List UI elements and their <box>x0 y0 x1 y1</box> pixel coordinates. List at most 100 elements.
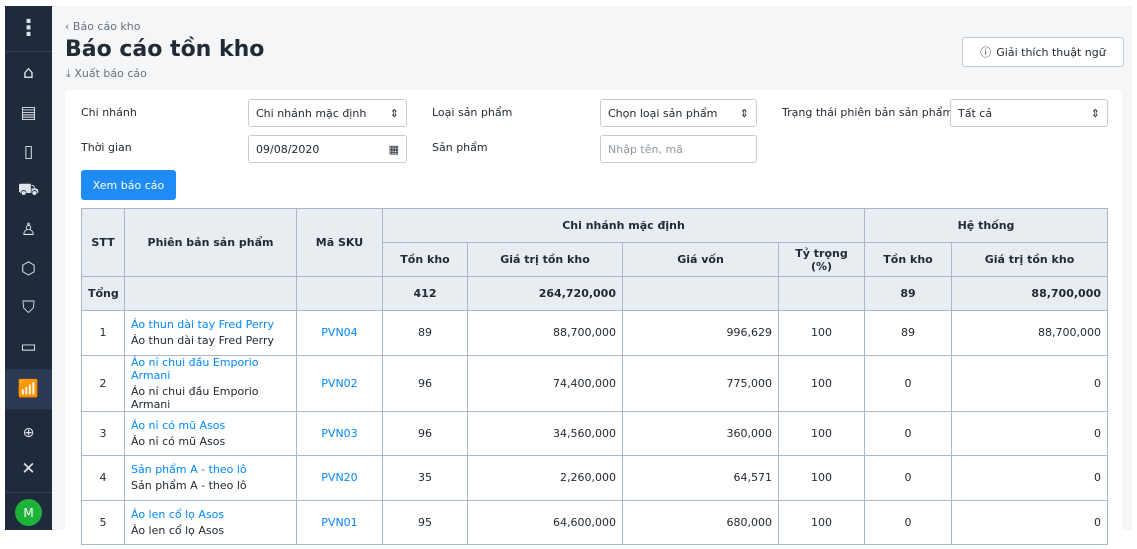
ratio-cell: 100 <box>778 310 865 356</box>
cell <box>124 276 297 311</box>
breadcrumb[interactable]: ‹ Báo cáo kho <box>65 20 141 33</box>
col-ratio: Tỷ trọng (%) <box>778 242 865 277</box>
cell <box>778 276 865 311</box>
ratio-cell: 100 <box>778 499 865 545</box>
cost-cell: 680,000 <box>622 499 779 545</box>
col-group-system: Hệ thống <box>863 208 1109 243</box>
select-arrows-icon: ⇕ <box>739 106 749 120</box>
sku-link[interactable]: PVN02 <box>296 354 383 412</box>
sku-link[interactable]: PVN01 <box>296 499 383 545</box>
delivery-truck-icon[interactable]: ⛟ <box>17 180 40 200</box>
sys-value-cell: 0 <box>950 455 1109 501</box>
total-sys-value: 88,700,000 <box>950 276 1109 311</box>
col-variant: Phiên bản sản phẩm <box>124 208 297 277</box>
stock-value-cell: 88,700,000 <box>467 310 623 356</box>
stt-cell: 4 <box>81 455 125 501</box>
avatar[interactable]: M <box>15 499 42 526</box>
col-sys-stock: Tồn kho <box>864 242 952 277</box>
col-group-branch: Chi nhánh mặc định <box>382 208 865 243</box>
table-row: 4 Sản phẩm A - theo lô Sản phẩm A - theo … <box>81 455 1109 501</box>
view-report-button[interactable]: Xem báo cáo <box>81 170 176 200</box>
cost-cell: 996,629 <box>622 310 779 356</box>
col-stt: STT <box>81 208 125 277</box>
date-input[interactable]: 09/08/2020 ▦ <box>248 135 407 163</box>
sku-link[interactable]: PVN04 <box>296 310 383 356</box>
stock-cell: 95 <box>382 499 468 545</box>
product-link[interactable]: Áo nỉ chui đầu Emporio Armani <box>131 355 259 382</box>
home-icon[interactable]: ⌂ <box>23 63 34 83</box>
report-card: Chi nhánh Chi nhánh mặc định ⇕ Thời gian … <box>65 90 1122 545</box>
cost-cell: 360,000 <box>622 410 779 456</box>
cash-register-icon[interactable]: ▤ <box>20 103 37 123</box>
sku-link[interactable]: PVN03 <box>296 410 383 456</box>
col-stock-value: Giá trị tồn kho <box>467 242 623 277</box>
sku-link[interactable]: PVN20 <box>296 455 383 501</box>
product-link[interactable]: Áo len cổ lọ Asos <box>131 507 225 521</box>
ratio-cell: 100 <box>778 410 865 456</box>
variant-cell: Áo len cổ lọ Asos Áo len cổ lọ Asos <box>124 499 297 545</box>
branch-select[interactable]: Chi nhánh mặc định ⇕ <box>248 99 407 127</box>
cash-icon[interactable]: ▭ <box>20 337 37 357</box>
total-sys-stock: 89 <box>864 276 952 311</box>
box-icon[interactable]: ⬡ <box>21 259 36 279</box>
branch-value: Chi nhánh mặc định <box>256 106 367 120</box>
plus-circle-icon[interactable]: ⊕ <box>22 425 35 441</box>
sys-stock-cell: 0 <box>864 410 952 456</box>
total-row: Tổng 412 264,720,000 89 88,700,000 <box>81 276 1109 311</box>
export-button[interactable]: ⤓ Xuất báo cáo <box>66 67 147 81</box>
status-select[interactable]: Tất cả ⇕ <box>950 99 1108 127</box>
sys-stock-cell: 0 <box>864 455 952 501</box>
total-stock: 412 <box>382 276 468 311</box>
user-icon[interactable]: ♙ <box>20 220 37 240</box>
inventory-table: STT Phiên bản sản phẩm Mã SKU Chi nhánh … <box>81 208 1109 545</box>
glossary-button[interactable]: ⓘ Giải thích thuật ngữ <box>962 37 1124 67</box>
col-cost: Giá vốn <box>622 242 779 277</box>
sys-value-cell: 0 <box>950 354 1109 412</box>
variant-name: Áo thun dài tay Fred Perry <box>131 334 275 348</box>
time-label: Thời gian <box>81 141 132 154</box>
stock-cell: 96 <box>382 354 468 412</box>
table-row: 1 Áo thun dài tay Fred Perry Áo thun dài … <box>81 310 1109 356</box>
variant-cell: Sản phẩm A - theo lô Sản phẩm A - theo lô <box>124 455 297 501</box>
stt-cell: 5 <box>81 499 125 545</box>
date-value: 09/08/2020 <box>256 142 320 156</box>
total-stock-value: 264,720,000 <box>467 276 623 311</box>
export-label: Xuất báo cáo <box>74 67 147 80</box>
more-vertical-icon[interactable]: ⋮ <box>5 6 52 52</box>
invoice-icon[interactable]: ▯ <box>23 142 34 162</box>
type-label: Loại sản phẩm <box>432 106 513 119</box>
product-placeholder: Nhập tên, mã <box>608 142 683 156</box>
variant-cell: Áo nỉ có mũ Asos Áo nỉ có mũ Asos <box>124 410 297 456</box>
stt-cell: 1 <box>81 310 125 356</box>
stock-value-cell: 34,560,000 <box>467 410 623 456</box>
col-sku: Mã SKU <box>296 208 383 277</box>
sys-stock-cell: 0 <box>864 499 952 545</box>
page-title: Báo cáo tồn kho <box>65 37 265 62</box>
report-chart-icon[interactable]: 📶 <box>5 369 52 409</box>
product-link[interactable]: Áo thun dài tay Fred Perry <box>131 318 275 332</box>
sys-value-cell: 0 <box>950 410 1109 456</box>
stock-value-cell: 2,260,000 <box>467 455 623 501</box>
shield-check-icon[interactable]: ⛉ <box>22 298 35 318</box>
main-content: ‹ Báo cáo kho Báo cáo tồn kho ⤓ Xuất báo… <box>52 6 1132 545</box>
network-icon[interactable]: ✕ <box>21 459 36 479</box>
table-row: 3 Áo nỉ có mũ Asos Áo nỉ có mũ Asos PVN03… <box>81 410 1109 456</box>
stt-cell: 3 <box>81 410 125 456</box>
product-link[interactable]: Sản phẩm A - theo lô <box>131 463 247 477</box>
select-arrows-icon: ⇕ <box>1090 106 1100 120</box>
product-link[interactable]: Áo nỉ có mũ Asos <box>131 418 226 432</box>
variant-name: Áo nỉ có mũ Asos <box>131 434 226 448</box>
stock-cell: 96 <box>382 410 468 456</box>
help-circle-icon: ⓘ <box>980 46 992 59</box>
calendar-icon: ▦ <box>388 142 399 156</box>
sys-stock-cell: 0 <box>864 354 952 412</box>
variant-cell: Áo thun dài tay Fred Perry Áo thun dài ta… <box>124 310 297 356</box>
variant-name: Áo nỉ chui đầu Emporio Armani <box>131 384 259 411</box>
cell <box>296 276 383 311</box>
product-type-select[interactable]: Chọn loại sản phẩm ⇕ <box>600 99 757 127</box>
avatar-wrap: M <box>5 492 52 532</box>
breadcrumb-link[interactable]: Báo cáo kho <box>72 20 141 33</box>
col-stock: Tồn kho <box>382 242 468 277</box>
product-input[interactable]: Nhập tên, mã <box>600 135 757 163</box>
type-value: Chọn loại sản phẩm <box>608 106 718 120</box>
